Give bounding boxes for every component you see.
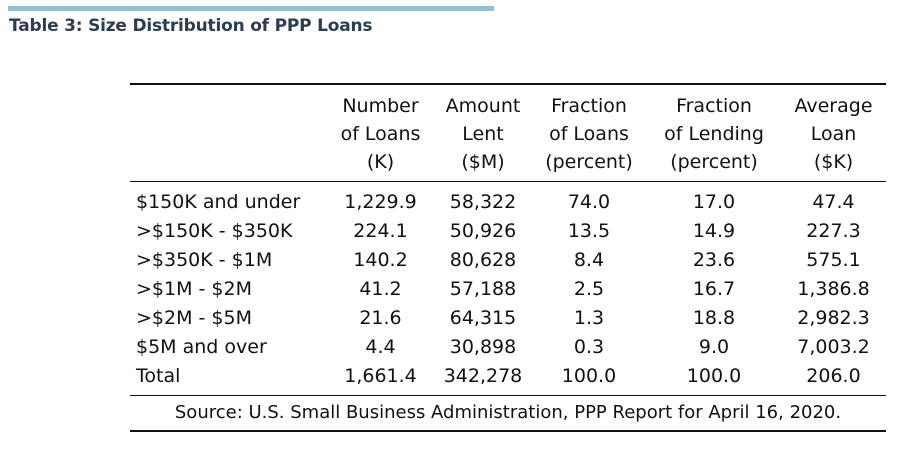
loan-size-table: Number of Loans (K) Amount Lent ($M) Fra… <box>130 83 886 432</box>
cell-fraction-of-loans: 74.0 <box>567 191 611 213</box>
row-label: Total <box>136 365 181 387</box>
table-title: Table 3: Size Distribution of PPP Loans <box>9 16 373 36</box>
cell-average-loan: 2,982.3 <box>797 307 870 329</box>
cell-fraction-of-lending: 16.7 <box>692 278 736 300</box>
cell-fraction-of-loans: 100.0 <box>561 365 617 387</box>
cell-fraction-of-lending: 23.6 <box>692 249 736 271</box>
header-cell-average-loan: Average Loan ($K) <box>781 92 886 181</box>
cell-amount-lent: 58,322 <box>449 191 517 213</box>
cell-average-loan: 47.4 <box>812 191 855 213</box>
table-row: $5M and over 4.4 30,898 0.3 9.0 7,003.2 <box>130 333 886 362</box>
header-line: Amount <box>445 95 521 117</box>
header-line: ($K) <box>813 151 854 173</box>
row-label: >$350K - $1M <box>136 249 273 271</box>
accent-bar <box>8 6 494 11</box>
cell-fraction-of-loans: 8.4 <box>573 249 605 271</box>
cell-average-loan: 227.3 <box>806 220 861 242</box>
header-cell-size-class <box>130 92 326 181</box>
header-line: Number <box>342 95 419 117</box>
cell-fraction-of-lending: 14.9 <box>692 220 736 242</box>
header-line: Lent <box>462 123 504 145</box>
cell-average-loan: 206.0 <box>806 365 861 387</box>
table-row: >$1M - $2M 41.2 57,188 2.5 16.7 1,386.8 <box>130 275 886 304</box>
row-label: $150K and under <box>136 191 301 213</box>
header-line: (percent) <box>670 151 758 173</box>
cell-number-of-loans: 140.2 <box>353 249 408 271</box>
cell-fraction-of-loans: 13.5 <box>567 220 611 242</box>
cell-number-of-loans: 1,229.9 <box>344 191 417 213</box>
header-cell-number-of-loans: Number of Loans (K) <box>326 92 435 181</box>
cell-number-of-loans: 4.4 <box>365 336 396 358</box>
cell-average-loan: 575.1 <box>806 249 861 271</box>
cell-amount-lent: 342,278 <box>443 365 523 387</box>
bottom-rule <box>130 430 886 432</box>
cell-amount-lent: 64,315 <box>449 307 517 329</box>
table-row: $150K and under 1,229.9 58,322 74.0 17.0… <box>130 188 886 217</box>
row-label: $5M and over <box>136 336 267 358</box>
cell-amount-lent: 80,628 <box>449 249 517 271</box>
header-line: Fraction <box>551 95 627 117</box>
cell-average-loan: 1,386.8 <box>797 278 870 300</box>
table-row: >$350K - $1M 140.2 80,628 8.4 23.6 575.1 <box>130 246 886 275</box>
row-label: >$2M - $5M <box>136 307 252 329</box>
cell-number-of-loans: 224.1 <box>353 220 408 242</box>
header-rule <box>130 181 886 182</box>
cell-amount-lent: 50,926 <box>449 220 517 242</box>
row-label: >$150K - $350K <box>136 220 293 242</box>
table-row: >$2M - $5M 21.6 64,315 1.3 18.8 2,982.3 <box>130 304 886 333</box>
header-cell-amount-lent: Amount Lent ($M) <box>435 92 531 181</box>
header-line: of Loans <box>340 123 421 145</box>
table-row: >$150K - $350K 224.1 50,926 13.5 14.9 22… <box>130 217 886 246</box>
cell-number-of-loans: 41.2 <box>359 278 402 300</box>
cell-fraction-of-lending: 18.8 <box>692 307 736 329</box>
row-label: >$1M - $2M <box>136 278 252 300</box>
cell-fraction-of-lending: 100.0 <box>686 365 742 387</box>
cell-number-of-loans: 21.6 <box>359 307 402 329</box>
header-line: ($M) <box>461 151 505 173</box>
header-cell-fraction-of-lending: Fraction of Lending (percent) <box>647 92 781 181</box>
header-line: (percent) <box>545 151 633 173</box>
cell-fraction-of-loans: 2.5 <box>573 278 605 300</box>
header-line: of Loans <box>549 123 629 145</box>
cell-fraction-of-lending: 17.0 <box>692 191 736 213</box>
table-body: $150K and under 1,229.9 58,322 74.0 17.0… <box>130 182 886 395</box>
cell-fraction-of-loans: 0.3 <box>573 336 605 358</box>
cell-amount-lent: 30,898 <box>449 336 517 358</box>
top-rule <box>130 83 886 85</box>
header-row: Number of Loans (K) Amount Lent ($M) Fra… <box>130 85 886 181</box>
header-line: Average <box>794 95 873 117</box>
source-note: Source: U.S. Small Business Administrati… <box>174 402 842 423</box>
cell-fraction-of-loans: 1.3 <box>573 307 605 329</box>
source-rule <box>130 395 886 396</box>
cell-number-of-loans: 1,661.4 <box>344 365 417 387</box>
header-line: Fraction <box>676 95 752 117</box>
header-cell-fraction-of-loans: Fraction of Loans (percent) <box>531 92 647 181</box>
cell-average-loan: 7,003.2 <box>797 336 870 358</box>
header-line: of Lending <box>664 123 764 145</box>
header-line: (K) <box>366 151 395 173</box>
cell-fraction-of-lending: 9.0 <box>698 336 730 358</box>
header-line: Loan <box>810 123 857 145</box>
cell-amount-lent: 57,188 <box>449 278 517 300</box>
table-row-total: Total 1,661.4 342,278 100.0 100.0 206.0 <box>130 362 886 391</box>
